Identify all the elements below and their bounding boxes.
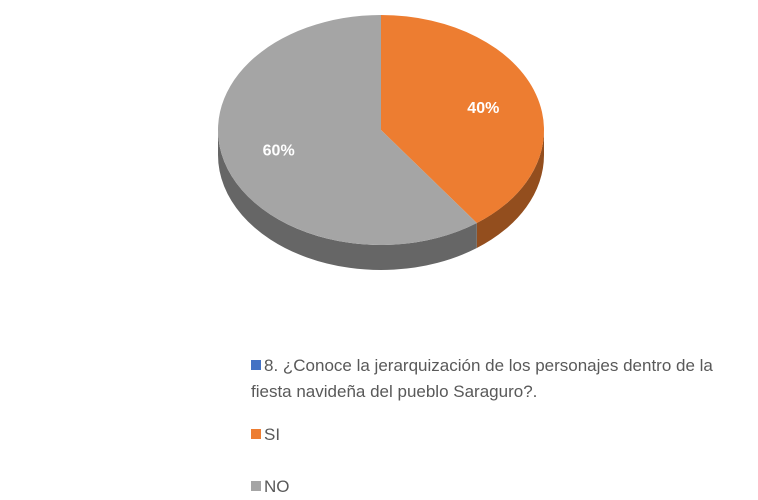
legend-series: 8. ¿Conoce la jerarquización de los pers…	[251, 353, 751, 405]
legend-swatch	[251, 481, 261, 491]
legend-item: SI	[251, 422, 280, 448]
legend-label: 8. ¿Conoce la jerarquización de los pers…	[251, 356, 713, 401]
legend-label: SI	[264, 425, 281, 444]
data-label: 60%	[263, 143, 295, 160]
pie-side	[218, 130, 477, 270]
legend-item: NO	[251, 474, 290, 500]
data-label: 40%	[467, 100, 499, 117]
legend-swatch	[251, 429, 261, 439]
legend-swatch	[251, 360, 261, 370]
pie-slice	[217, 15, 477, 246]
legend-label: NO	[264, 477, 290, 496]
pie-slice	[381, 15, 544, 224]
pie-side	[476, 130, 544, 249]
